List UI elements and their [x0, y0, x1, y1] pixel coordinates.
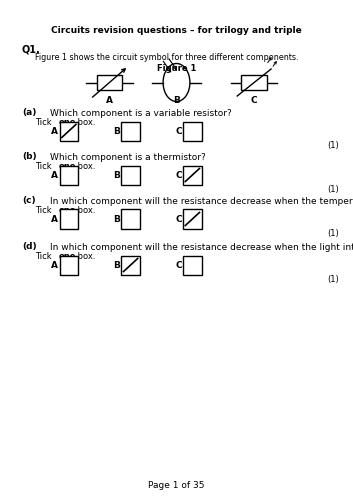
Text: Tick: Tick	[35, 206, 54, 215]
Text: C: C	[175, 214, 182, 224]
Text: Which component is a thermistor?: Which component is a thermistor?	[50, 152, 206, 162]
Text: box.: box.	[75, 118, 96, 127]
FancyBboxPatch shape	[183, 166, 202, 184]
FancyBboxPatch shape	[183, 210, 202, 229]
Text: (a): (a)	[22, 108, 36, 118]
Text: Tick: Tick	[35, 252, 54, 261]
FancyBboxPatch shape	[121, 256, 140, 274]
Text: Page 1 of 35: Page 1 of 35	[148, 481, 205, 490]
Text: A: A	[51, 126, 58, 136]
Text: Tick: Tick	[35, 162, 54, 171]
Text: C: C	[175, 260, 182, 270]
Text: box.: box.	[75, 252, 96, 261]
Text: C: C	[175, 126, 182, 136]
Text: Q1.: Q1.	[22, 45, 41, 55]
FancyBboxPatch shape	[60, 256, 78, 274]
Text: C: C	[251, 96, 257, 105]
Text: A: A	[106, 96, 113, 105]
Text: A: A	[51, 170, 58, 179]
Text: box.: box.	[75, 206, 96, 215]
Text: (b): (b)	[22, 152, 36, 162]
Text: one: one	[59, 206, 76, 215]
FancyBboxPatch shape	[241, 75, 267, 90]
Text: B: B	[113, 170, 120, 179]
Text: Tick: Tick	[35, 118, 54, 127]
Text: one: one	[59, 118, 76, 127]
FancyBboxPatch shape	[121, 166, 140, 184]
Text: (1): (1)	[327, 185, 339, 194]
FancyBboxPatch shape	[60, 122, 78, 141]
Text: one: one	[59, 162, 76, 171]
Text: B: B	[113, 214, 120, 224]
Text: A: A	[51, 260, 58, 270]
Text: (d): (d)	[22, 242, 36, 252]
FancyBboxPatch shape	[183, 256, 202, 274]
Text: C: C	[175, 170, 182, 179]
Text: B: B	[113, 126, 120, 136]
Text: B: B	[173, 96, 180, 105]
Text: one: one	[59, 252, 76, 261]
FancyBboxPatch shape	[97, 75, 122, 90]
Text: Circuits revision questions – for trilogy and triple: Circuits revision questions – for trilog…	[51, 26, 302, 35]
Text: Which component is a variable resistor?: Which component is a variable resistor?	[50, 108, 232, 118]
Text: (1): (1)	[327, 275, 339, 284]
Text: (1): (1)	[327, 141, 339, 150]
FancyBboxPatch shape	[121, 210, 140, 229]
FancyBboxPatch shape	[121, 122, 140, 141]
FancyBboxPatch shape	[183, 122, 202, 141]
Text: B: B	[113, 260, 120, 270]
Text: In which component will the resistance decrease when the light intensity increas: In which component will the resistance d…	[50, 242, 353, 252]
Text: A: A	[51, 214, 58, 224]
FancyBboxPatch shape	[60, 210, 78, 229]
Text: (1): (1)	[327, 229, 339, 238]
Text: Figure 1: Figure 1	[157, 64, 196, 73]
Text: box.: box.	[75, 162, 96, 171]
Text: Figure 1 shows the circuit symbol for three different components.: Figure 1 shows the circuit symbol for th…	[35, 54, 298, 62]
FancyBboxPatch shape	[60, 166, 78, 184]
Text: (c): (c)	[22, 196, 36, 205]
Text: In which component will the resistance decrease when the temperature increases?: In which component will the resistance d…	[50, 196, 353, 205]
